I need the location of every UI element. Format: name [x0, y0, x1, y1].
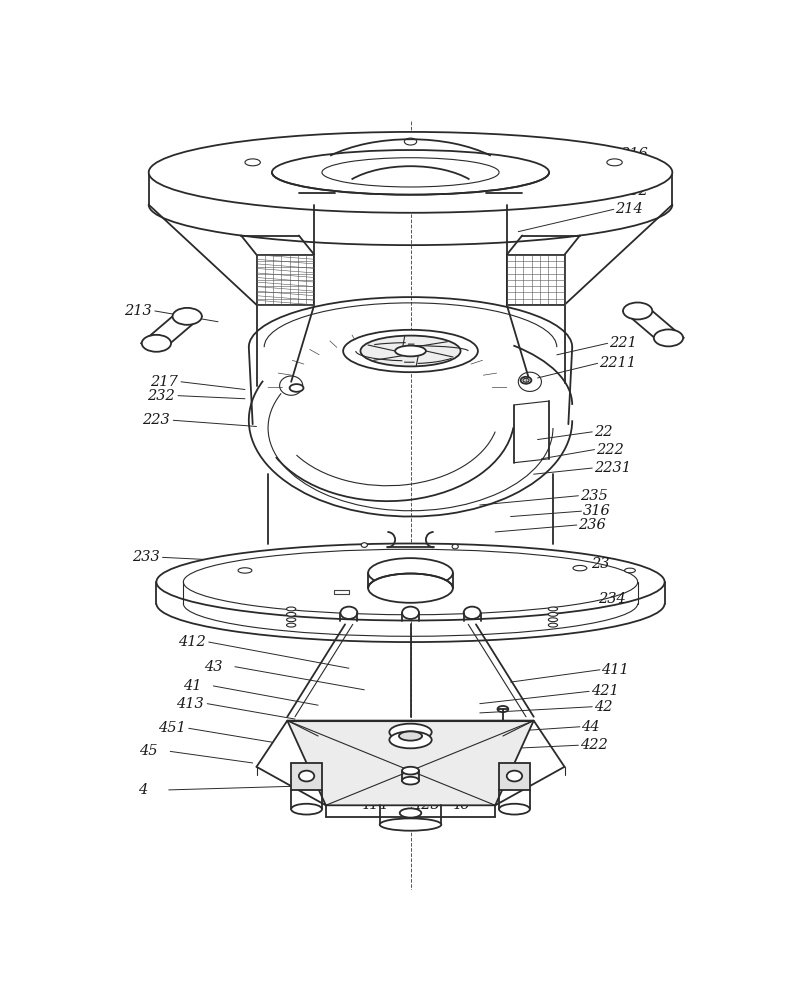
Ellipse shape: [389, 731, 431, 748]
Text: 2211: 2211: [598, 356, 635, 370]
Text: 421: 421: [590, 684, 618, 698]
Ellipse shape: [286, 623, 296, 627]
Ellipse shape: [299, 771, 314, 781]
Ellipse shape: [622, 302, 651, 319]
Ellipse shape: [548, 607, 557, 611]
Ellipse shape: [361, 543, 367, 547]
Ellipse shape: [497, 706, 507, 712]
Text: 235: 235: [579, 489, 607, 503]
Ellipse shape: [399, 808, 421, 818]
Ellipse shape: [402, 777, 418, 785]
Text: 43: 43: [204, 660, 222, 674]
Text: 212: 212: [619, 184, 647, 198]
Ellipse shape: [451, 544, 458, 549]
Ellipse shape: [173, 308, 202, 325]
Ellipse shape: [286, 607, 296, 611]
Ellipse shape: [141, 335, 171, 352]
Ellipse shape: [149, 132, 671, 213]
Ellipse shape: [404, 138, 416, 145]
Ellipse shape: [321, 158, 499, 187]
Ellipse shape: [624, 568, 634, 573]
Text: 221: 221: [609, 336, 636, 350]
Ellipse shape: [499, 804, 529, 815]
Ellipse shape: [402, 767, 418, 774]
Ellipse shape: [402, 607, 418, 619]
Text: 211: 211: [609, 161, 636, 175]
Text: 23: 23: [590, 557, 609, 571]
Ellipse shape: [548, 618, 557, 622]
Ellipse shape: [548, 623, 557, 627]
Ellipse shape: [573, 565, 586, 571]
Text: 413: 413: [176, 697, 204, 711]
Text: 412: 412: [177, 635, 206, 649]
Ellipse shape: [368, 558, 452, 587]
Ellipse shape: [389, 724, 431, 741]
Text: 423: 423: [411, 798, 439, 812]
Ellipse shape: [394, 346, 426, 356]
Ellipse shape: [360, 336, 460, 366]
Text: 411: 411: [601, 663, 629, 677]
Polygon shape: [287, 721, 533, 805]
Text: 223: 223: [142, 413, 170, 427]
Ellipse shape: [520, 377, 531, 384]
Ellipse shape: [291, 804, 321, 815]
Ellipse shape: [289, 384, 303, 392]
Ellipse shape: [368, 574, 452, 603]
Text: 451: 451: [157, 721, 185, 735]
Polygon shape: [499, 763, 529, 790]
Text: 44: 44: [581, 720, 599, 734]
Text: 234: 234: [597, 592, 626, 606]
Text: 233: 233: [132, 550, 159, 564]
Text: 41: 41: [182, 679, 201, 693]
Text: 213: 213: [124, 304, 152, 318]
Ellipse shape: [271, 150, 548, 195]
Text: 422: 422: [579, 738, 607, 752]
Text: 4: 4: [138, 783, 147, 797]
Text: 217: 217: [150, 375, 177, 389]
Text: 414: 414: [359, 798, 387, 812]
Ellipse shape: [343, 330, 477, 372]
Ellipse shape: [286, 618, 296, 622]
Text: 236: 236: [577, 518, 605, 532]
Ellipse shape: [506, 771, 521, 781]
Ellipse shape: [245, 159, 260, 166]
Ellipse shape: [522, 378, 528, 382]
Text: 42: 42: [593, 700, 612, 714]
Ellipse shape: [653, 329, 683, 346]
Text: 22: 22: [593, 425, 612, 439]
Ellipse shape: [606, 159, 622, 166]
Text: 46: 46: [450, 798, 468, 812]
Text: 214: 214: [614, 202, 642, 216]
Ellipse shape: [463, 607, 480, 619]
Polygon shape: [291, 763, 321, 790]
Text: 232: 232: [147, 389, 175, 403]
Text: 316: 316: [582, 504, 610, 518]
Ellipse shape: [183, 549, 637, 615]
Ellipse shape: [238, 568, 251, 573]
Text: 222: 222: [595, 443, 623, 457]
Ellipse shape: [286, 612, 296, 616]
Text: 216: 216: [619, 147, 647, 161]
Text: 45: 45: [139, 744, 157, 758]
Ellipse shape: [157, 544, 664, 620]
Ellipse shape: [548, 612, 557, 616]
Ellipse shape: [398, 731, 422, 741]
Text: 2231: 2231: [593, 461, 630, 475]
Ellipse shape: [379, 818, 441, 831]
Ellipse shape: [340, 607, 357, 619]
